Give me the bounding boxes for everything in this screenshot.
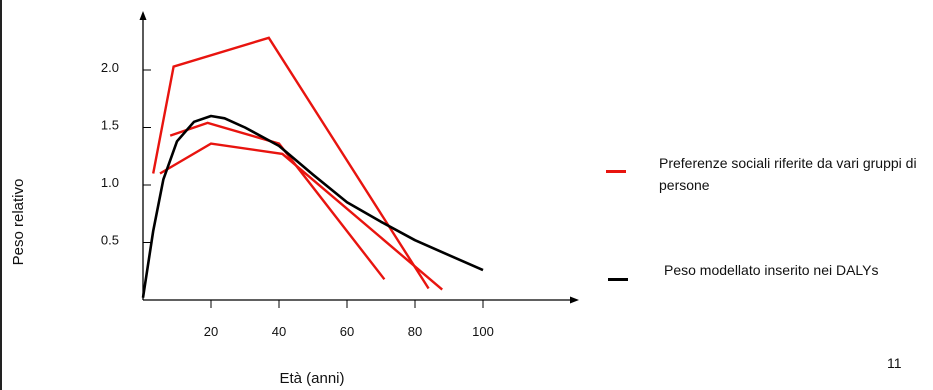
series-lines (141, 36, 484, 298)
series-line-social-preference-1 (152, 36, 430, 290)
legend-swatch-model (608, 278, 628, 281)
series-line-social-preference-3 (159, 142, 443, 291)
axes (139, 11, 579, 304)
legend-label-social: Preferenze sociali riferite da vari grup… (659, 155, 917, 193)
ticks: 20 40 60 80 100 0.5 1.0 1.5 2.0 (101, 60, 494, 339)
y-tick-label-1.5: 1.5 (101, 118, 119, 133)
x-tick-label-40: 40 (272, 324, 286, 339)
y-tick-label-0.5: 0.5 (101, 233, 119, 248)
legend-label-model: Peso modellato inserito nei DALYs (664, 262, 879, 278)
y-axis-title: Peso relativo (10, 179, 27, 266)
x-tick-label-60: 60 (340, 324, 354, 339)
x-tick-label-100: 100 (472, 324, 494, 339)
y-tick-label-2: 2.0 (101, 60, 119, 75)
x-axis-title: Età (anni) (279, 370, 344, 387)
y-tick-label-1: 1.0 (101, 175, 119, 190)
page-number: 11 (887, 355, 902, 371)
x-tick-label-80: 80 (408, 324, 422, 339)
x-tick-label-20: 20 (204, 324, 218, 339)
x-axis-arrow (570, 296, 579, 304)
legend-swatch-social (606, 170, 626, 173)
slide-left-border (0, 0, 2, 390)
y-axis-arrow (139, 11, 147, 20)
series-line-modeled-weight (141, 114, 484, 298)
